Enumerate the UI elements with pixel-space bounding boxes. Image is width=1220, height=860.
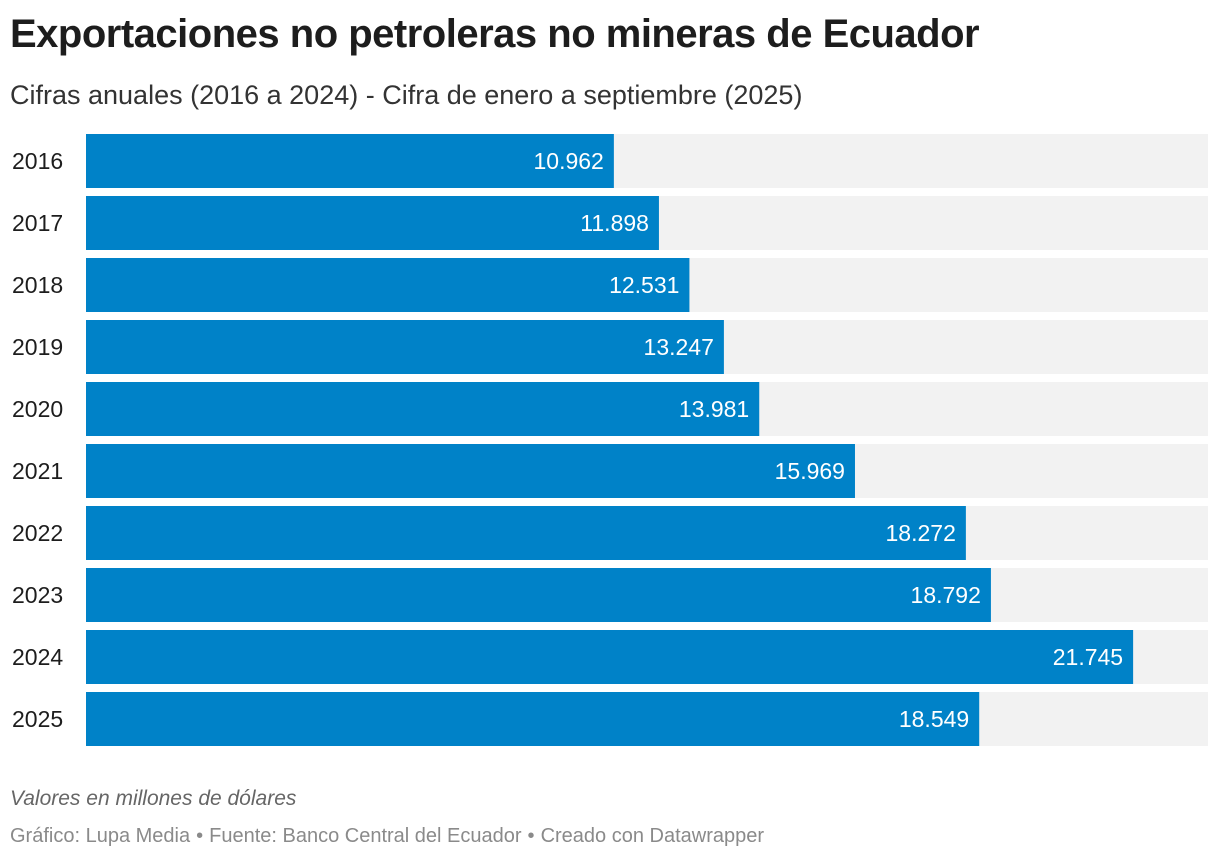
category-label: 2021 — [12, 458, 63, 484]
category-label: 2022 — [12, 520, 63, 546]
value-label: 13.247 — [644, 334, 714, 360]
value-label: 12.531 — [609, 272, 679, 298]
bar — [86, 134, 614, 188]
bar — [86, 382, 760, 436]
bar-row-2021: 2021 15.969 — [12, 444, 1208, 498]
category-label: 2018 — [12, 272, 63, 298]
category-label: 2020 — [12, 396, 63, 422]
value-label: 11.898 — [580, 210, 649, 236]
chart-credit: Gráfico: Lupa Media — [10, 825, 191, 847]
value-label: 18.272 — [886, 520, 956, 546]
tool-credit: Creado con Datawrapper — [540, 825, 765, 847]
value-label: 13.981 — [679, 396, 749, 422]
bar — [86, 320, 724, 374]
bar — [86, 258, 690, 312]
bar-row-2025: 2025 18.549 — [12, 692, 1208, 746]
footer-separator: • — [527, 825, 535, 847]
value-label: 18.549 — [899, 706, 969, 732]
bar-row-2017: 2017 11.898 — [12, 196, 1208, 250]
footer-separator: • — [196, 825, 204, 847]
bar-row-2024: 2024 21.745 — [12, 630, 1208, 684]
chart-title: Exportaciones no petroleras no mineras d… — [10, 12, 980, 56]
bar — [86, 568, 991, 622]
bar-row-2022: 2022 18.272 — [12, 506, 1208, 560]
bar — [86, 444, 855, 498]
category-label: 2025 — [12, 706, 63, 732]
bar — [86, 692, 980, 746]
bar-row-2023: 2023 18.792 — [12, 568, 1208, 622]
bar-chart: 2016 10.962 2017 11.898 2018 12.531 2019 13.247… — [12, 134, 1208, 746]
category-label: 2019 — [12, 334, 63, 360]
chart-subtitle: Cifras anuales (2016 a 2024) - Cifra de … — [10, 80, 803, 110]
value-label: 21.745 — [1053, 644, 1123, 670]
chart-footer: Gráfico: Lupa Media • Fuente: Banco Centra… — [10, 825, 764, 848]
bar — [86, 630, 1134, 684]
bar-row-2019: 2019 13.247 — [12, 320, 1208, 374]
category-label: 2017 — [12, 210, 63, 236]
bar-row-2016: 2016 10.962 — [12, 134, 1208, 188]
bar-row-2018: 2018 12.531 — [12, 258, 1208, 312]
value-label: 18.792 — [911, 582, 981, 608]
category-label: 2023 — [12, 582, 63, 608]
bar-row-2020: 2020 13.981 — [12, 382, 1208, 436]
units-note: Valores en millones de dólares — [10, 787, 297, 810]
bar — [86, 196, 659, 250]
category-label: 2024 — [12, 644, 63, 670]
value-label: 10.962 — [534, 148, 604, 174]
value-label: 15.969 — [775, 458, 845, 484]
category-label: 2016 — [12, 148, 63, 174]
bar — [86, 506, 966, 560]
data-source: Fuente: Banco Central del Ecuador — [209, 825, 522, 847]
